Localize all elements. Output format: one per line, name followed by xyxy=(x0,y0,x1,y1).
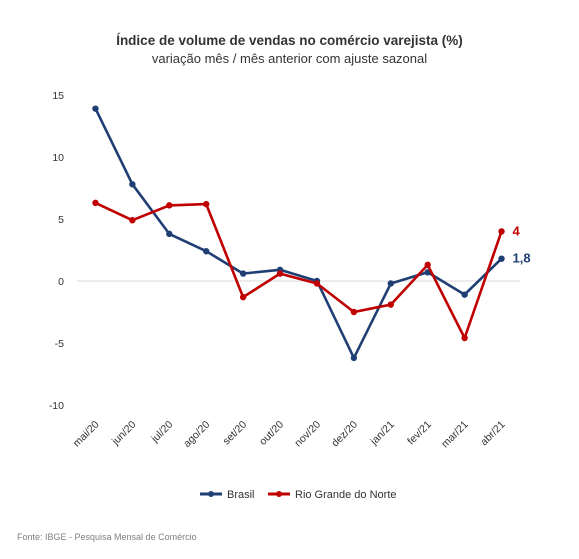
x-tick-label: jun/20 xyxy=(109,419,139,449)
x-tick-label: abr/21 xyxy=(478,419,508,449)
x-tick-label: jan/21 xyxy=(367,419,397,449)
data-point-rio-grande-do-norte xyxy=(424,261,431,269)
x-tick-label: jul/20 xyxy=(148,419,175,446)
y-tick-label: 5 xyxy=(58,214,64,226)
chart-subtitle: variação mês / mês anterior com ajuste s… xyxy=(152,51,427,66)
y-tick-label: -5 xyxy=(55,338,64,350)
x-tick-label: fev/21 xyxy=(405,419,434,448)
data-point-rio-grande-do-norte xyxy=(387,301,394,308)
data-point-rio-grande-do-norte xyxy=(461,334,468,342)
data-point-brasil xyxy=(129,181,136,188)
end-label-rio-grande-do-norte: 4 xyxy=(513,223,521,238)
legend-marker-rio-grande-do-norte xyxy=(276,491,282,497)
legend-marker-brasil xyxy=(208,491,214,497)
y-tick-label: 10 xyxy=(52,152,64,164)
data-point-brasil xyxy=(461,291,468,298)
source-note: Fonte: IBGE - Pesquisa Mensal de Comérci… xyxy=(17,532,197,542)
legend-item-brasil: Brasil xyxy=(200,489,255,501)
data-point-rio-grande-do-norte xyxy=(498,228,505,235)
data-point-rio-grande-do-norte xyxy=(203,200,210,208)
data-point-rio-grande-do-norte xyxy=(239,293,247,301)
data-point-brasil xyxy=(350,354,358,362)
end-label-brasil: 1,8 xyxy=(513,251,531,266)
legend-label-brasil: Brasil xyxy=(227,489,255,501)
x-tick-label: mai/20 xyxy=(71,419,102,450)
x-tick-label: out/20 xyxy=(257,419,286,448)
data-point-rio-grande-do-norte xyxy=(313,280,321,287)
plot-area xyxy=(92,105,505,362)
data-point-brasil xyxy=(239,270,247,277)
data-point-brasil xyxy=(92,105,99,112)
data-point-rio-grande-do-norte xyxy=(166,202,173,209)
data-point-brasil xyxy=(387,280,394,287)
data-point-brasil xyxy=(203,248,210,255)
y-axis: 15 10 5 0 -5 -10 xyxy=(49,90,64,412)
series-line-brasil xyxy=(94,107,503,360)
chart-title: Índice de volume de vendas no comércio v… xyxy=(116,33,463,48)
data-point-rio-grande-do-norte xyxy=(92,199,99,207)
x-tick-label: ago/20 xyxy=(181,419,212,450)
x-tick-label: mar/21 xyxy=(439,419,471,451)
x-axis: mai/20 jun/20 jul/20 ago/20 set/20 out/20 nov/… xyxy=(71,419,508,451)
legend-label-rio-grande-do-norte: Rio Grande do Norte xyxy=(295,489,397,501)
data-point-brasil xyxy=(498,255,505,262)
x-tick-label: nov/20 xyxy=(292,419,323,450)
y-tick-label: 15 xyxy=(52,90,64,102)
x-tick-label: dez/20 xyxy=(329,419,360,450)
data-point-brasil xyxy=(166,230,173,238)
legend: Brasil Rio Grande do Norte xyxy=(200,489,397,501)
y-tick-label: -10 xyxy=(49,400,64,412)
data-point-rio-grande-do-norte xyxy=(350,308,358,316)
data-point-rio-grande-do-norte xyxy=(129,217,136,224)
series-line-rio-grande-do-norte xyxy=(94,201,503,340)
data-point-rio-grande-do-norte xyxy=(276,270,284,277)
legend-item-rio-grande-do-norte: Rio Grande do Norte xyxy=(268,489,397,501)
y-tick-label: 0 xyxy=(58,276,64,288)
x-tick-label: set/20 xyxy=(221,419,250,448)
